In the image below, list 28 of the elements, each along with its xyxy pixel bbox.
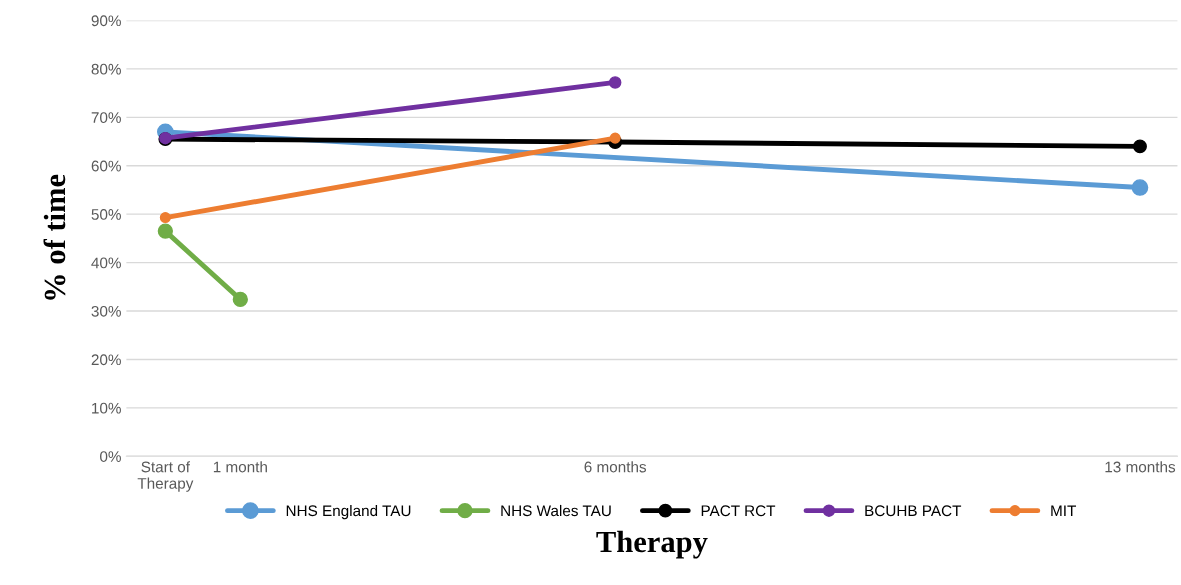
- x-tick-label: 6 months: [584, 461, 647, 473]
- legend-label: MIT: [1051, 505, 1077, 516]
- point: [159, 212, 171, 224]
- point: [609, 132, 621, 144]
- y-tick-label: 0%: [100, 451, 121, 462]
- legend-label: BCUHB PACT: [865, 505, 962, 517]
- y-tick-label: 20%: [91, 354, 121, 366]
- legend-label: NHS Wales TAU: [501, 504, 611, 517]
- legend-label: NHS England TAU: [286, 504, 411, 520]
- point: [157, 223, 173, 239]
- y-tick-label: 90%: [91, 15, 121, 27]
- x-axis-title: Therapy: [596, 530, 708, 559]
- y-tick-label: 60%: [91, 160, 121, 172]
- x-tick-label: 13 months: [1105, 461, 1176, 473]
- x-tick-label: 1 month: [213, 461, 267, 473]
- point: [1131, 179, 1149, 196]
- y-tick-label: 30%: [91, 305, 121, 317]
- point: [1133, 139, 1147, 154]
- y-tick-label: 50%: [91, 209, 121, 220]
- y-tick-label: 40%: [91, 257, 121, 269]
- point: [608, 76, 622, 89]
- x-tick-label: Start of Therapy: [137, 461, 194, 492]
- y-tick-label: 10%: [92, 402, 121, 414]
- y-axis-title: % of time: [43, 174, 66, 300]
- y-tick-label: 70%: [91, 112, 121, 124]
- point: [232, 291, 248, 308]
- y-tick-label: 80%: [91, 63, 121, 75]
- legend-label: PACT RCT: [701, 505, 776, 517]
